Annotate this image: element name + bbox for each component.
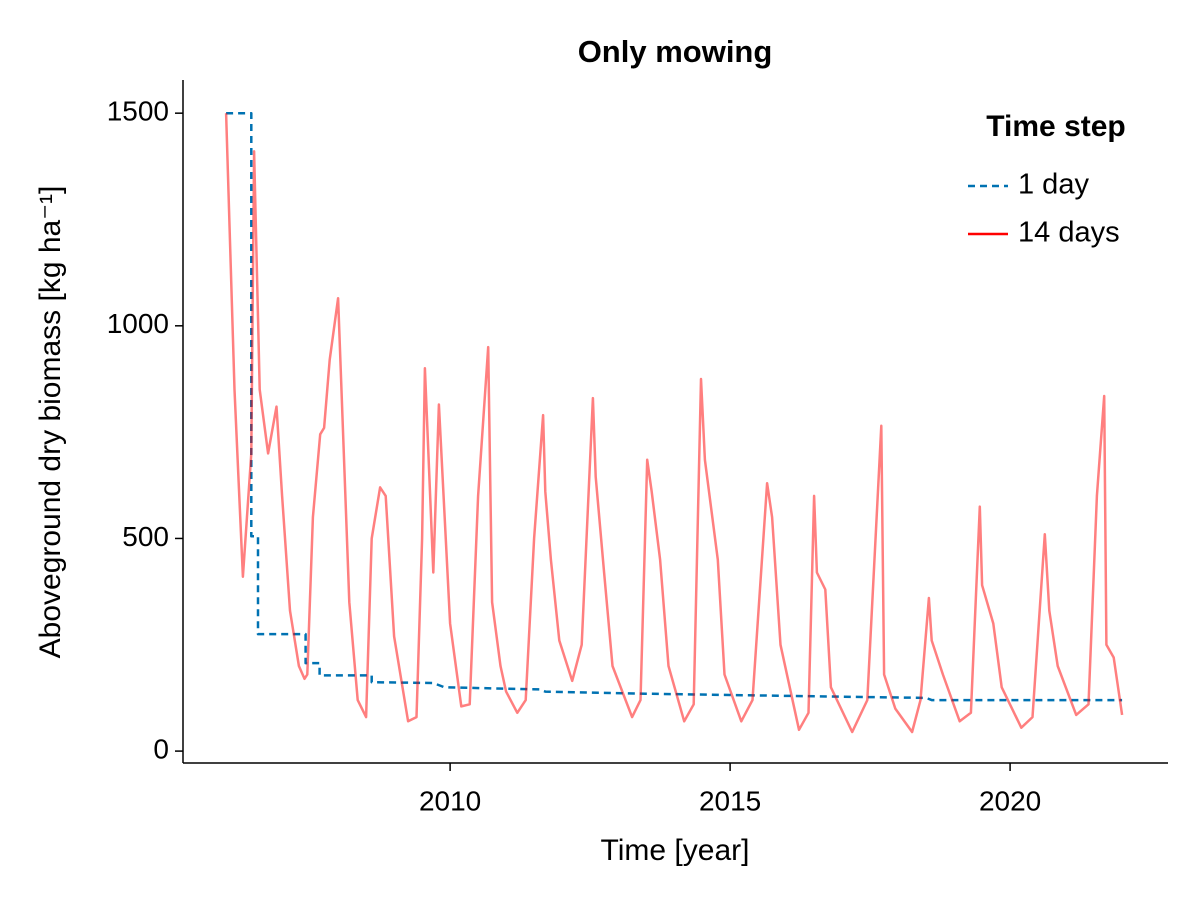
chart-title: Only mowing [578, 34, 773, 69]
x-tick-label: 2015 [699, 785, 761, 816]
y-tick-label: 0 [153, 733, 169, 764]
x-axis-label: Time [year] [601, 834, 750, 867]
y-tick-label: 500 [122, 521, 169, 552]
legend-entry: 14 days [1018, 217, 1120, 249]
data-line [224, 113, 1124, 734]
data-line [226, 111, 1123, 702]
legend-entry: 1 day [1018, 169, 1089, 201]
legend-title: Time step [986, 110, 1126, 143]
y-tick-label: 1500 [107, 96, 169, 127]
y-axis-label: Aboveground dry biomass [kg ha⁻¹] [34, 186, 67, 659]
y-tick-label: 1000 [107, 308, 169, 339]
x-tick-label: 2020 [979, 785, 1041, 816]
x-tick-label: 2010 [419, 785, 481, 816]
